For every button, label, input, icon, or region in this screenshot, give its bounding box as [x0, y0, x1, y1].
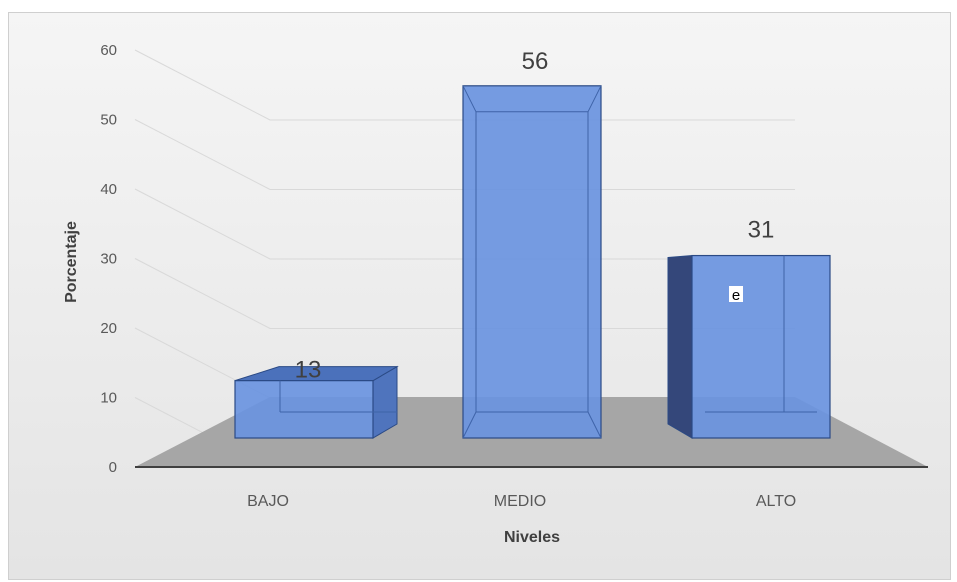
y-tick-label: 10 — [100, 390, 117, 407]
gridline — [134, 49, 795, 121]
data-label: 31 — [748, 217, 775, 244]
labels: 0 10 20 30 40 50 60 13 BAJO 56 MEDIO 31 ALTO — [100, 42, 796, 510]
x-tick-label: MEDIO — [494, 493, 546, 510]
x-tick-label: BAJO — [247, 493, 289, 510]
bar-front-face — [234, 380, 374, 439]
bar-alto — [667, 254, 831, 439]
y-tick-label: 40 — [100, 181, 117, 198]
gridline — [134, 188, 795, 260]
bar-inner-line — [587, 411, 602, 439]
bar-front-face — [691, 254, 831, 439]
bar-bajo — [234, 365, 399, 439]
bar-inner-line — [587, 85, 602, 113]
bar-front-face — [462, 85, 602, 439]
y-axis-title: Porcentaje — [63, 221, 80, 303]
y-tick-label: 0 — [109, 459, 117, 476]
bar-medio — [462, 85, 602, 439]
x-tick-label: ALTO — [756, 493, 796, 510]
bars — [234, 85, 831, 439]
annotation-box — [729, 286, 743, 302]
data-label: 56 — [522, 48, 549, 75]
y-tick-label: 50 — [100, 112, 117, 129]
y-tick-label: 30 — [100, 251, 117, 268]
bar-inner-line — [462, 85, 477, 113]
y-tick-label: 60 — [100, 42, 117, 59]
gridline — [134, 119, 795, 190]
bar-inner-line — [462, 411, 477, 439]
x-axis-title: Niveles — [504, 529, 560, 546]
gridline — [134, 258, 795, 329]
annotation-text: e — [732, 287, 740, 304]
data-label: 13 — [295, 357, 322, 384]
y-tick-label: 20 — [100, 320, 117, 337]
bar-side-face — [667, 255, 693, 439]
